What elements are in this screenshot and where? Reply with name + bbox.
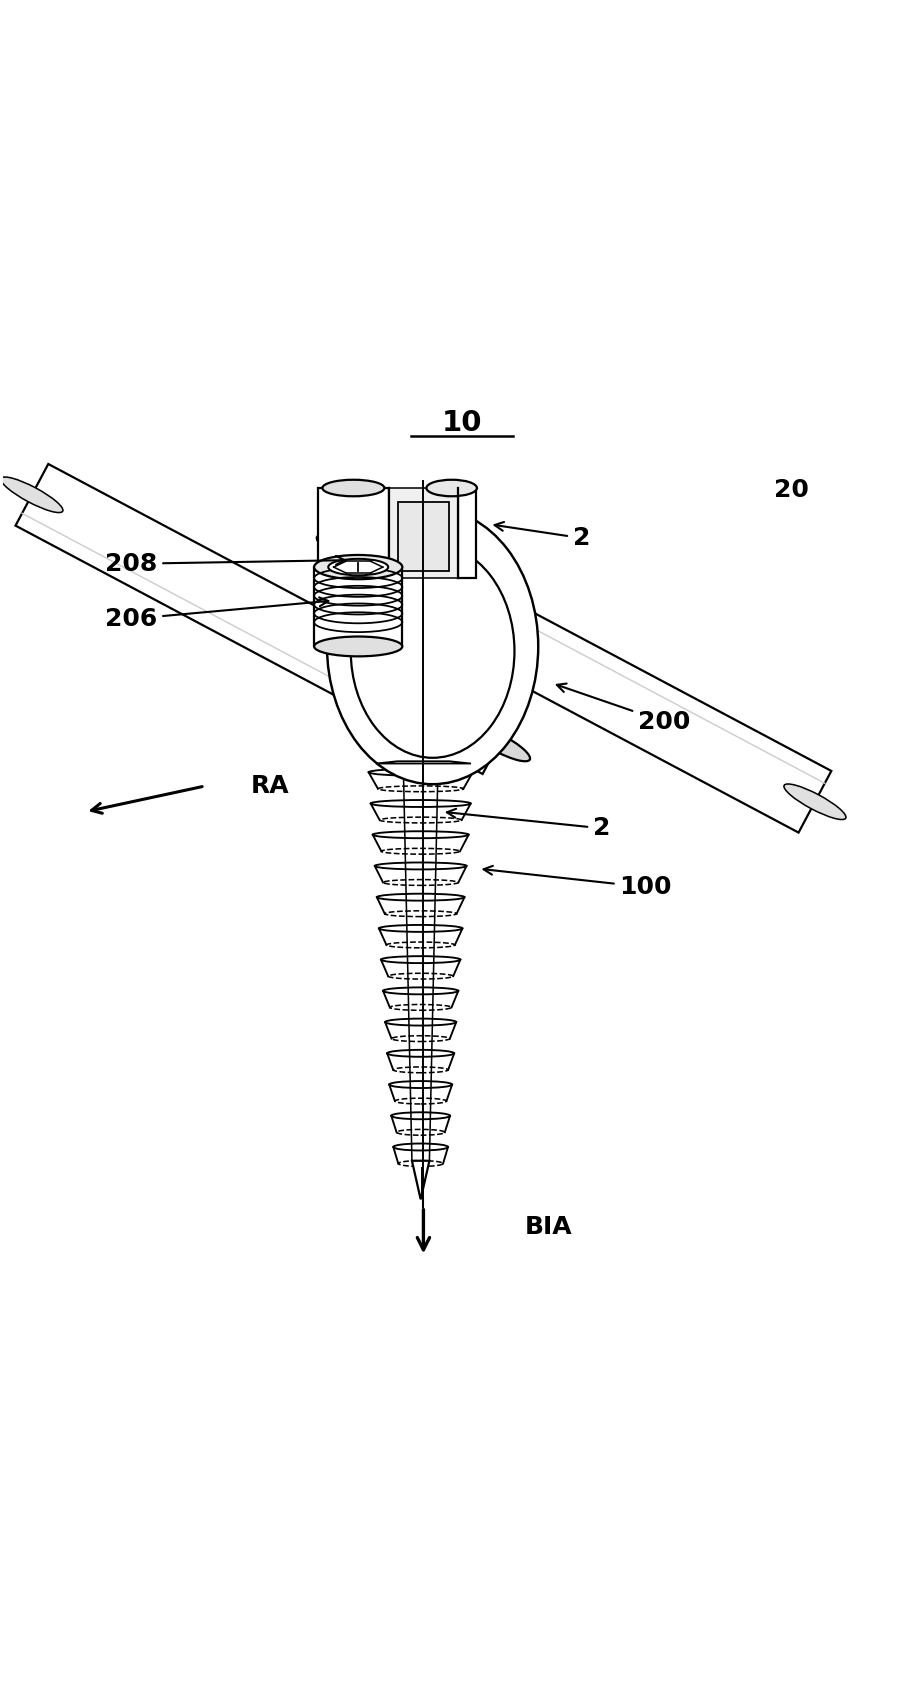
- Ellipse shape: [381, 955, 460, 964]
- Polygon shape: [387, 1050, 455, 1069]
- Polygon shape: [389, 1083, 452, 1101]
- Polygon shape: [394, 1144, 448, 1164]
- Polygon shape: [377, 894, 465, 913]
- Polygon shape: [16, 463, 516, 774]
- Text: 20: 20: [774, 479, 809, 502]
- Polygon shape: [314, 567, 402, 647]
- Ellipse shape: [314, 555, 402, 579]
- Ellipse shape: [327, 509, 539, 784]
- Polygon shape: [375, 864, 467, 882]
- Ellipse shape: [372, 832, 468, 838]
- Polygon shape: [383, 988, 458, 1008]
- Ellipse shape: [317, 535, 379, 572]
- Polygon shape: [371, 801, 470, 820]
- Ellipse shape: [328, 558, 388, 575]
- Ellipse shape: [391, 1112, 450, 1120]
- Ellipse shape: [387, 1050, 455, 1057]
- Polygon shape: [369, 770, 473, 789]
- Polygon shape: [458, 489, 476, 577]
- Ellipse shape: [314, 636, 402, 657]
- Text: 100: 100: [483, 865, 672, 899]
- Text: 206: 206: [105, 597, 328, 631]
- Ellipse shape: [369, 769, 473, 776]
- Ellipse shape: [389, 1081, 452, 1088]
- Ellipse shape: [375, 862, 467, 869]
- Polygon shape: [381, 957, 460, 976]
- Text: 208: 208: [105, 552, 345, 575]
- Ellipse shape: [377, 894, 465, 901]
- Ellipse shape: [426, 480, 477, 496]
- Ellipse shape: [385, 1018, 456, 1025]
- Text: BIA: BIA: [525, 1215, 572, 1239]
- Polygon shape: [376, 762, 471, 764]
- Polygon shape: [318, 489, 389, 577]
- Polygon shape: [385, 1020, 456, 1039]
- Polygon shape: [332, 523, 832, 833]
- Polygon shape: [379, 927, 462, 945]
- Text: 10: 10: [442, 409, 482, 438]
- Ellipse shape: [379, 925, 462, 932]
- Ellipse shape: [351, 545, 515, 759]
- Text: 2: 2: [447, 809, 610, 840]
- Text: 200: 200: [557, 684, 690, 733]
- Polygon shape: [397, 502, 449, 570]
- Text: 2: 2: [494, 523, 590, 550]
- Ellipse shape: [784, 784, 846, 820]
- Text: RA: RA: [250, 774, 289, 798]
- Ellipse shape: [383, 988, 458, 994]
- Ellipse shape: [394, 1144, 448, 1151]
- Ellipse shape: [1, 477, 63, 512]
- Polygon shape: [391, 1113, 450, 1132]
- Polygon shape: [403, 762, 438, 1161]
- Ellipse shape: [371, 799, 470, 808]
- Polygon shape: [372, 832, 468, 852]
- Polygon shape: [389, 489, 458, 577]
- Polygon shape: [412, 1161, 430, 1200]
- Ellipse shape: [468, 725, 530, 762]
- Ellipse shape: [322, 480, 384, 496]
- Polygon shape: [389, 434, 458, 614]
